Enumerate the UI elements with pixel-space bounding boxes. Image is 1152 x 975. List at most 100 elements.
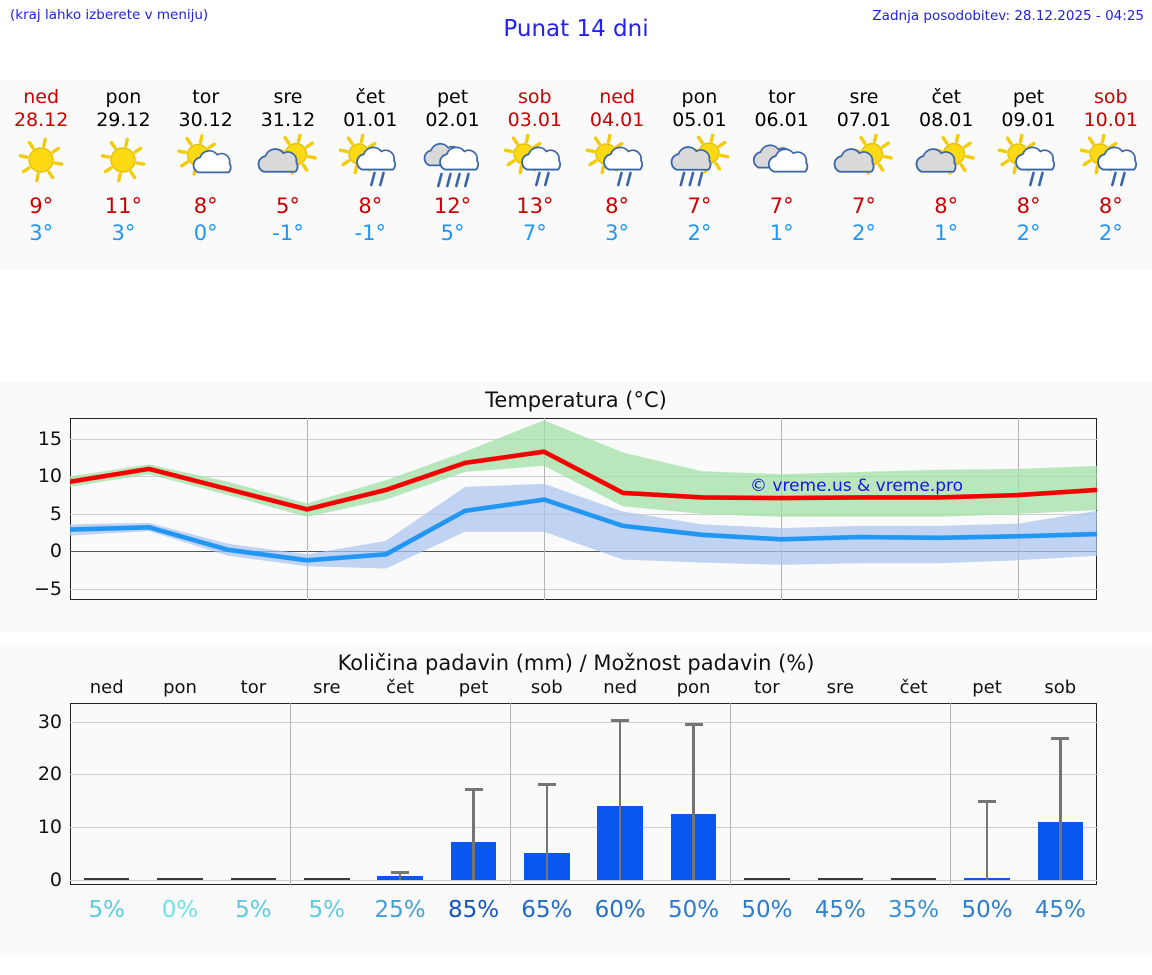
precipitation-bar[interactable] [304,878,350,880]
day-column[interactable]: sob 03.01 13° 7° [494,80,576,270]
day-date: 04.01 [589,109,645,131]
precipitation-probability-label: 45% [1034,897,1086,923]
day-column[interactable]: tor 06.01 7° 1° [741,80,823,270]
max-temperature: 11° [104,194,143,218]
precipitation-probability-label: 85% [447,897,500,923]
precipitation-bar[interactable] [157,878,203,880]
day-column[interactable]: pet 09.01 8° 2° [987,80,1069,270]
min-temperature: 2° [1016,221,1041,245]
temperature-line [70,449,1097,512]
y-axis-tick-label: 0 [49,540,62,563]
y-axis-tick-label: 30 [37,710,62,733]
y-axis-tick-label: 15 [37,428,62,450]
precipitation-bar[interactable] [744,878,790,880]
precipitation-day-label: sob [1044,677,1077,698]
cloud-sun-icon [906,134,986,190]
y-axis-tick-label: 20 [37,763,62,786]
precipitation-day-label: pet [458,677,489,698]
max-temperature: 8° [1016,194,1041,218]
day-name: sob [518,86,552,108]
error-bar-line [692,723,695,880]
precipitation-chart: Količina padavin (mm) / Možnost padavin … [0,645,1152,955]
temperature-series-svg [70,420,1097,569]
precipitation-probability-label: 50% [961,897,1013,923]
day-name: tor [768,86,796,108]
max-temperature: 7° [852,194,876,218]
temperature-plot-area: 15 10 5 0 −5 [34,418,1097,600]
page-header: (kraj lahko izberete v meniju) Punat 14 … [0,0,1152,62]
error-bar-line [545,783,549,880]
gridline [70,551,1097,553]
sun-cloud-icon [166,134,246,190]
menu-hint-text: (kraj lahko izberete v meniju) [10,7,209,23]
precipitation-day-label: sre [313,677,341,698]
day-column[interactable]: pon 05.01 7° 2° [658,80,740,270]
day-name: sre [849,86,879,108]
error-bar-cap [537,783,556,787]
day-date: 09.01 [1001,109,1056,131]
day-name: čet [355,86,386,108]
precipitation-bar[interactable] [817,878,863,880]
day-date: 02.01 [425,109,480,131]
precipitation-day-label: sre [826,677,855,698]
day-name: sob [1094,86,1128,108]
gridline [950,703,952,885]
gridline [510,703,512,885]
max-temperature: 8° [193,194,218,218]
error-bar-cap [611,718,630,722]
day-name: pet [436,86,469,108]
temperature-line [70,497,1097,563]
precipitation-probability-label: 45% [814,897,866,923]
precipitation-probability-label: 5% [88,897,125,923]
day-date: 05.01 [672,109,727,131]
day-column[interactable]: sob 10.01 8° 2° [1070,80,1152,270]
day-date: 01.01 [343,109,398,131]
precipitation-plot-area: 30 20 10 0 [38,703,1097,891]
error-bar-line [618,718,622,880]
precipitation-bar[interactable] [890,878,937,880]
error-bar-line [398,871,402,880]
sun-cloud-rain-icon [989,134,1069,190]
max-temperature: 12° [433,194,472,218]
sun-cloud-rain-icon [577,134,657,190]
precipitation-probability-label: 0% [161,897,199,923]
cloud-sun-rain-icon [659,134,739,190]
max-temperature: 5° [276,194,300,218]
error-bar-line [1059,736,1062,880]
precipitation-probability-label: 65% [521,897,573,923]
precipitation-day-label: tor [240,677,267,698]
day-column[interactable]: pon 29.12 11° 3° [82,80,164,270]
watermark-text: © vreme.us & vreme.pro [750,476,964,496]
day-column[interactable]: sre 31.12 5° -1° [247,80,329,270]
min-temperature: 2° [1098,221,1123,245]
error-bar-line [985,800,989,880]
day-name: pon [681,86,718,108]
sunny-icon [83,134,163,190]
precipitation-day-label: pon [163,677,197,698]
min-temperature: 0° [193,221,218,245]
day-column[interactable]: pet 02.01 12° 5° [411,80,493,270]
precipitation-bar[interactable] [83,878,130,880]
day-name: ned [599,86,635,108]
cloudy-icon [742,134,822,190]
sun-cloud-rain-icon [495,134,575,190]
max-temperature: 8° [358,194,383,218]
day-name: pet [1012,86,1045,108]
day-name: tor [192,86,220,108]
day-column[interactable]: sre 07.01 7° 2° [823,80,905,270]
day-column[interactable]: čet 08.01 8° 1° [905,80,987,270]
sun-cloud-rain-icon [330,134,410,190]
day-column[interactable]: ned 04.01 8° 3° [576,80,658,270]
precipitation-probability-label: 60% [594,897,646,923]
precipitation-day-label: ned [603,677,638,698]
error-bar-cap [1051,736,1070,740]
precipitation-probability-label: 5% [308,897,346,923]
day-column[interactable]: tor 30.12 8° 0° [165,80,247,270]
gridline [70,774,1097,776]
day-column[interactable]: ned 28.12 9° 3° [0,80,82,270]
day-column[interactable]: čet 01.01 8° -1° [329,80,411,270]
min-temperature: 3° [29,221,54,245]
precipitation-day-label: pet [972,677,1002,698]
y-axis-tick-label: 10 [37,816,62,838]
precipitation-bar[interactable] [230,878,277,880]
